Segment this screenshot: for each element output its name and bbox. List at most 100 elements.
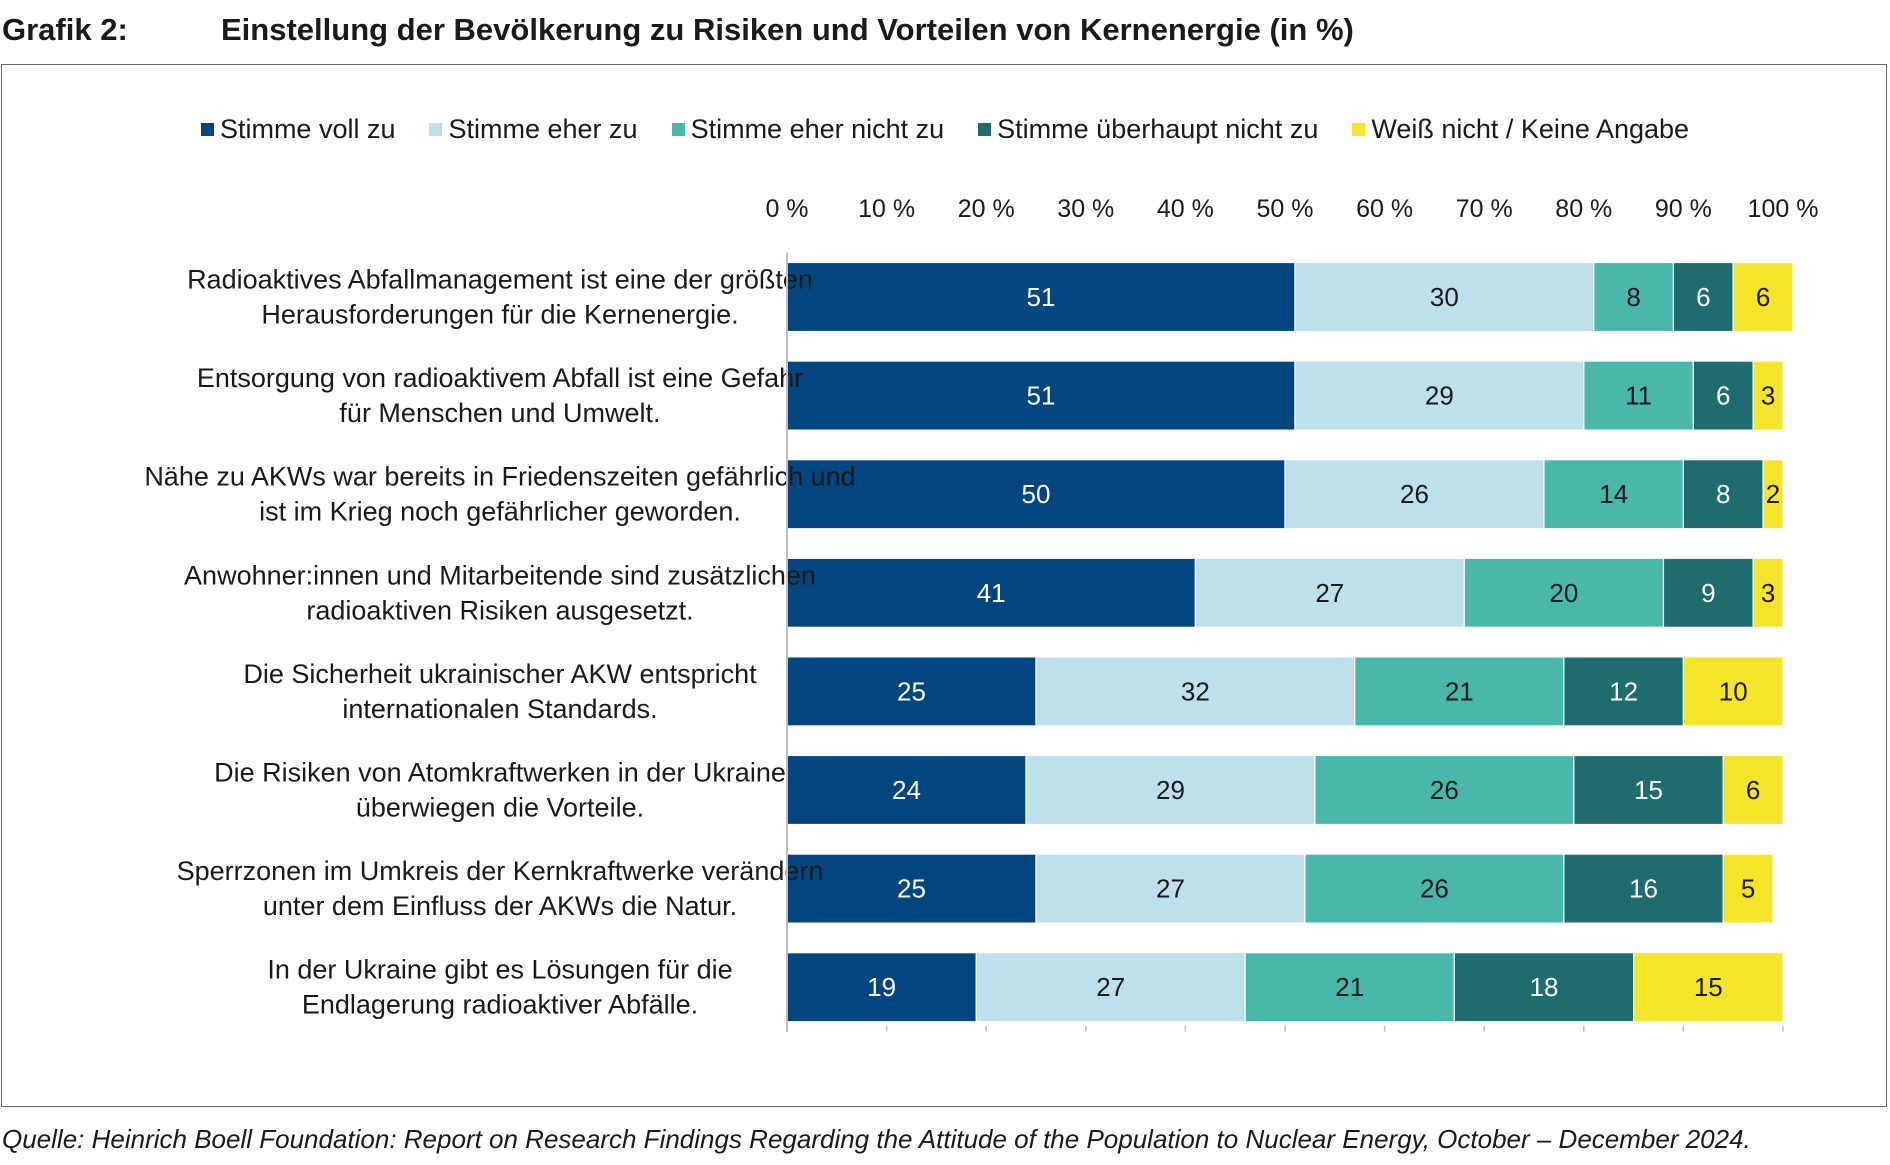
data-label: 27 xyxy=(1096,972,1125,1002)
data-label: 6 xyxy=(1746,775,1760,805)
data-label: 19 xyxy=(867,972,896,1002)
bar-segment xyxy=(1453,952,1635,1023)
data-label: 3 xyxy=(1761,578,1775,608)
data-label: 8 xyxy=(1626,282,1640,312)
data-label: 6 xyxy=(1716,381,1730,411)
data-label: 29 xyxy=(1156,775,1185,805)
bar-segment xyxy=(1563,853,1724,924)
legend-swatch xyxy=(1352,123,1366,136)
bar-segment xyxy=(1672,261,1734,333)
legend-swatch xyxy=(429,123,443,136)
data-label: 32 xyxy=(1181,676,1210,706)
bar-segment xyxy=(1573,754,1724,826)
data-label: 50 xyxy=(1022,479,1051,509)
data-label: 5 xyxy=(1741,874,1755,904)
bar-segment xyxy=(786,557,1196,628)
legend-item: Stimme überhaupt nicht zu xyxy=(978,114,1318,145)
category-label-line: unter dem Einfluss der AKWs die Natur. xyxy=(263,891,737,921)
category-label-line: Anwohner:innen und Mitarbeitende sind zu… xyxy=(184,560,816,590)
x-tick-label: 0 % xyxy=(765,195,808,223)
data-label: 8 xyxy=(1716,479,1730,509)
bar-segment xyxy=(1463,557,1665,628)
data-label: 21 xyxy=(1335,972,1364,1002)
bar-segment xyxy=(1762,459,1784,530)
bar-segment xyxy=(1244,952,1455,1023)
x-tick-label: 70 % xyxy=(1456,195,1513,223)
bar-segment xyxy=(1682,656,1784,727)
bar-segment xyxy=(1722,754,1784,826)
category-label: Die Sicherheit ukrainischer AKW entspric… xyxy=(243,659,757,724)
category-label-line: In der Ukraine gibt es Lösungen für die xyxy=(267,955,732,985)
legend-swatch xyxy=(978,123,992,136)
legend-label: Weiß nicht / Keine Angabe xyxy=(1371,114,1690,144)
data-label: 21 xyxy=(1445,676,1474,706)
chart-header: Grafik 2: Einstellung der Bevölkerung zu… xyxy=(0,8,1890,54)
bar-segment xyxy=(1593,261,1675,333)
data-label: 16 xyxy=(1629,874,1658,904)
bar-segment xyxy=(1294,360,1585,431)
x-tick-label: 10 % xyxy=(858,195,915,223)
legend-label: Stimme eher nicht zu xyxy=(690,114,945,144)
legend-label: Stimme überhaupt nicht zu xyxy=(997,114,1319,144)
x-tick-label: 40 % xyxy=(1157,195,1214,223)
legend-item: Weiß nicht / Keine Angabe xyxy=(1352,114,1689,145)
category-label-line: Die Risiken von Atomkraftwerken in der U… xyxy=(214,758,786,788)
bar-segment xyxy=(1035,853,1306,924)
data-label: 6 xyxy=(1696,282,1710,312)
bar-segment xyxy=(1543,459,1684,530)
bar-segment xyxy=(786,754,1027,826)
category-label-line: Radioaktives Abfallmanagement ist eine d… xyxy=(187,265,813,295)
x-tick-label: 30 % xyxy=(1057,195,1114,223)
data-label: 51 xyxy=(1027,282,1056,312)
data-label: 27 xyxy=(1315,578,1344,608)
bar-segment xyxy=(1294,261,1595,333)
bar-segment xyxy=(1752,557,1784,628)
bar-segment xyxy=(1304,853,1565,924)
legend-label: Stimme voll zu xyxy=(219,114,396,144)
category-label-line: Die Sicherheit ukrainischer AKW entspric… xyxy=(243,659,757,689)
category-label-line: Entsorgung von radioaktivem Abfall ist e… xyxy=(197,363,803,393)
category-label: Radioaktives Abfallmanagement ist eine d… xyxy=(187,265,813,330)
data-label: 29 xyxy=(1425,381,1454,411)
bar-segment xyxy=(1632,952,1784,1023)
data-label: 12 xyxy=(1609,676,1638,706)
category-label: Sperrzonen im Umkreis der Kernkraftwerke… xyxy=(177,856,824,921)
bar-segment xyxy=(1284,459,1545,530)
data-label: 41 xyxy=(977,578,1006,608)
data-label: 27 xyxy=(1156,874,1185,904)
category-label: Die Risiken von Atomkraftwerken in der U… xyxy=(214,758,786,823)
bar-segment xyxy=(1752,360,1784,431)
source-note: Quelle: Heinrich Boell Foundation: Repor… xyxy=(2,1124,1751,1154)
category-label: Entsorgung von radioaktivem Abfall ist e… xyxy=(197,363,803,428)
bar-segment xyxy=(1692,360,1754,431)
bar-segment xyxy=(1354,656,1565,727)
x-tick-label: 60 % xyxy=(1356,195,1413,223)
legend-label: Stimme eher zu xyxy=(448,114,638,144)
data-label: 25 xyxy=(897,676,926,706)
category-label-line: für Menschen und Umwelt. xyxy=(339,398,660,428)
data-label: 25 xyxy=(897,874,926,904)
category-label-line: radioaktiven Risiken ausgesetzt. xyxy=(306,595,693,625)
data-label: 18 xyxy=(1529,972,1558,1002)
data-label: 30 xyxy=(1430,282,1459,312)
bar-segment xyxy=(786,656,1037,727)
chart-frame xyxy=(1,64,1887,1107)
data-label: 14 xyxy=(1599,479,1628,509)
data-label: 26 xyxy=(1420,874,1449,904)
bar-segment xyxy=(1314,754,1575,826)
bar-segment xyxy=(1583,360,1694,431)
x-tick-label: 50 % xyxy=(1257,195,1314,223)
data-label: 24 xyxy=(892,775,921,805)
bar-segment xyxy=(786,459,1286,530)
data-label: 11 xyxy=(1625,381,1652,411)
category-label-line: überwiegen die Vorteile. xyxy=(356,793,644,823)
category-label-line: Sperrzonen im Umkreis der Kernkraftwerke… xyxy=(177,856,824,886)
x-tick-label: 90 % xyxy=(1655,195,1712,223)
chart-title: Einstellung der Bevölkerung zu Risiken u… xyxy=(221,12,1354,47)
category-label-line: Endlagerung radioaktiver Abfälle. xyxy=(302,990,698,1020)
data-label: 26 xyxy=(1430,775,1459,805)
bar-segment xyxy=(786,853,1037,924)
category-label: In der Ukraine gibt es Lösungen für die E… xyxy=(267,955,732,1020)
data-label: 3 xyxy=(1761,381,1775,411)
data-label: 15 xyxy=(1634,775,1663,805)
